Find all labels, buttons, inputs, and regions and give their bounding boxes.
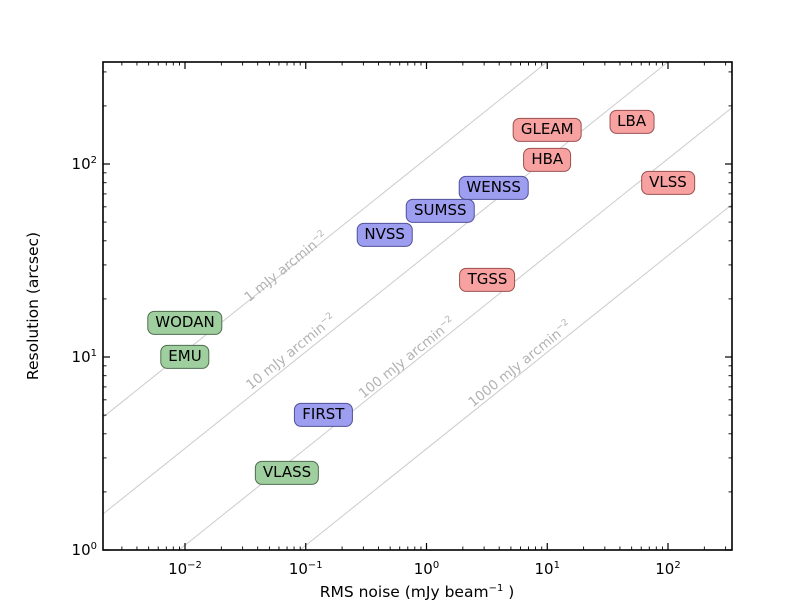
y-tick-label-10e0: 100 <box>71 541 97 559</box>
survey-box-wodan: WODAN <box>147 310 223 336</box>
survey-box-tgss: TGSS <box>459 268 516 293</box>
survey-box-vlss: VLSS <box>641 170 695 195</box>
survey-box-vlass: VLASS <box>254 461 320 486</box>
x-axis-label: RMS noise (mJy beam−1 ) <box>319 582 515 602</box>
x-tick-label-10e-2: 10−2 <box>168 560 202 578</box>
y-tick-label-10e1: 101 <box>71 348 97 366</box>
axis-ticks <box>103 62 732 551</box>
y-tick-label-10e2: 102 <box>71 155 97 173</box>
survey-box-sumss: SUMSS <box>406 198 475 224</box>
survey-box-first: FIRST <box>294 402 353 428</box>
x-tick-label-10e1: 101 <box>534 560 560 578</box>
survey-box-hba: HBA <box>523 147 572 173</box>
surface-brightness-line-10 <box>102 61 669 515</box>
survey-box-emu: EMU <box>160 344 210 370</box>
survey-box-lba: LBA <box>609 109 655 135</box>
survey-box-wenss: WENSS <box>458 175 529 201</box>
surface-brightness-line-1000 <box>299 204 733 551</box>
y-axis-label: Resolution (arcsec) <box>24 231 42 381</box>
x-tick-label-10e2: 102 <box>655 560 681 578</box>
survey-box-gleam: GLEAM <box>512 117 582 143</box>
axes-frame <box>102 61 733 551</box>
x-tick-label-10e0: 100 <box>413 560 440 578</box>
survey-box-nvss: NVSS <box>356 222 413 247</box>
x-tick-label-10e-1: 10−1 <box>288 560 323 578</box>
surface-brightness-gridlines <box>102 61 733 551</box>
